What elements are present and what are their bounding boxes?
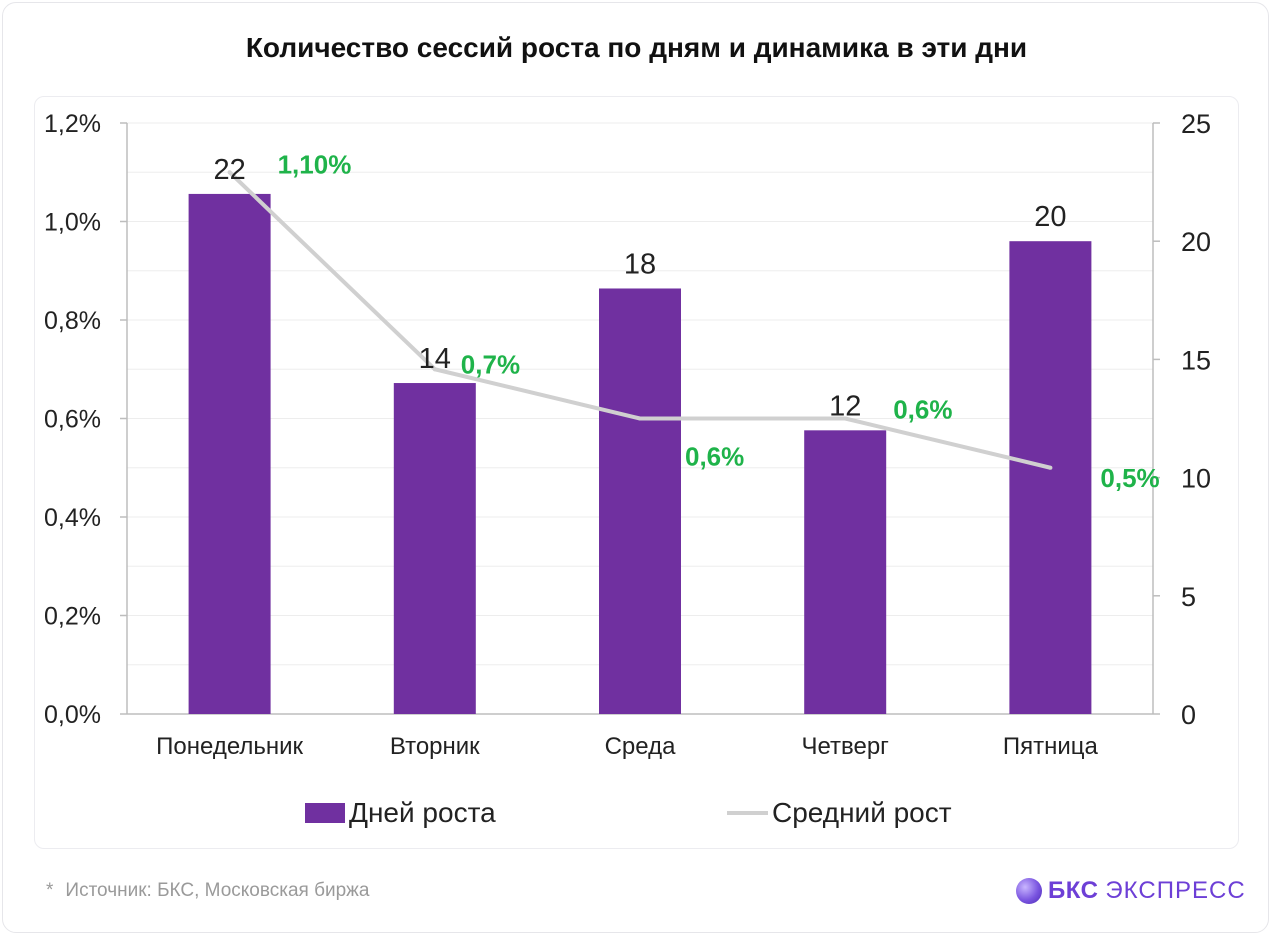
brand-name-strong: БКС <box>1048 877 1099 904</box>
bar-value-label: 22 <box>213 154 245 186</box>
brand-logo: БКС ЭКСПРЕСС <box>1016 874 1246 908</box>
brand-name-light: ЭКСПРЕСС <box>1105 877 1246 904</box>
line-value-label: 0,7% <box>461 349 520 379</box>
x-tick-label: Четверг <box>801 733 889 760</box>
axes: 0,0% 0,2% 0,4% 0,6% 0,8% 1,0% 1,2% 0 5 10 15 20 25 По… <box>44 109 1211 760</box>
bar-value-label: 12 <box>829 390 861 422</box>
avg-line <box>227 170 1053 470</box>
bar-value-label: 14 <box>419 343 451 375</box>
y-left-tick-label: 1,0% <box>44 209 101 237</box>
legend-swatch-bars <box>305 803 345 823</box>
y-right-tick-label: 20 <box>1181 227 1211 257</box>
bar <box>804 430 887 714</box>
x-tick-label: Вторник <box>390 733 480 760</box>
legend-label-bars: Дней роста <box>349 797 496 828</box>
bar <box>599 288 681 714</box>
footnote-text: Источник: БКС, Московская биржа <box>65 880 370 901</box>
y-left-tick-label: 0,2% <box>44 603 101 631</box>
y-left-tick-label: 1,2% <box>44 110 101 138</box>
bar-value-label: 20 <box>1034 201 1066 233</box>
y-right-tick-label: 25 <box>1181 109 1211 139</box>
chart-title: Количество сессий роста по дням и динами… <box>245 32 1028 63</box>
source-footnote: * Источник: БКС, Московская биржа <box>46 880 369 902</box>
y-right-tick-label: 5 <box>1181 582 1196 612</box>
legend: Дней роста Средний рост <box>305 797 952 828</box>
bars <box>188 193 1092 715</box>
line-point <box>227 170 232 175</box>
sphere-logo-icon <box>1016 878 1042 904</box>
y-right-tick-label: 10 <box>1181 464 1211 494</box>
footnote-star: * <box>46 880 54 901</box>
y-right-tick-label: 0 <box>1181 700 1196 730</box>
line-value-label: 0,6% <box>893 395 952 425</box>
y-left-tick-label: 0,8% <box>44 307 101 335</box>
x-tick-label: Среда <box>605 733 677 760</box>
x-tick-label: Пятница <box>1003 733 1099 760</box>
line-point <box>843 416 848 421</box>
line-point <box>432 367 437 372</box>
bar <box>188 193 271 715</box>
line-value-label: 0,6% <box>685 442 744 472</box>
bar <box>393 383 476 714</box>
y-left-tick-label: 0,4% <box>44 504 101 532</box>
chart-frame <box>34 96 1239 849</box>
legend-label-line: Средний рост <box>772 797 952 828</box>
y-left-tick-label: 0,6% <box>44 406 101 434</box>
x-tick-label: Понедельник <box>156 733 303 760</box>
line-value-label: 1,10% <box>278 149 352 179</box>
line-value-label: 0,5% <box>1100 463 1159 493</box>
line-point <box>638 416 642 421</box>
data-labels: 22 14 18 12 20 1,10% 0,7% 0,6% 0,6% 0,5% <box>213 149 1159 493</box>
line-point <box>1048 465 1053 470</box>
bar-value-label: 18 <box>624 248 656 280</box>
bar <box>1009 241 1092 714</box>
y-left-tick-label: 0,0% <box>44 701 101 729</box>
y-right-tick-label: 15 <box>1181 345 1211 375</box>
